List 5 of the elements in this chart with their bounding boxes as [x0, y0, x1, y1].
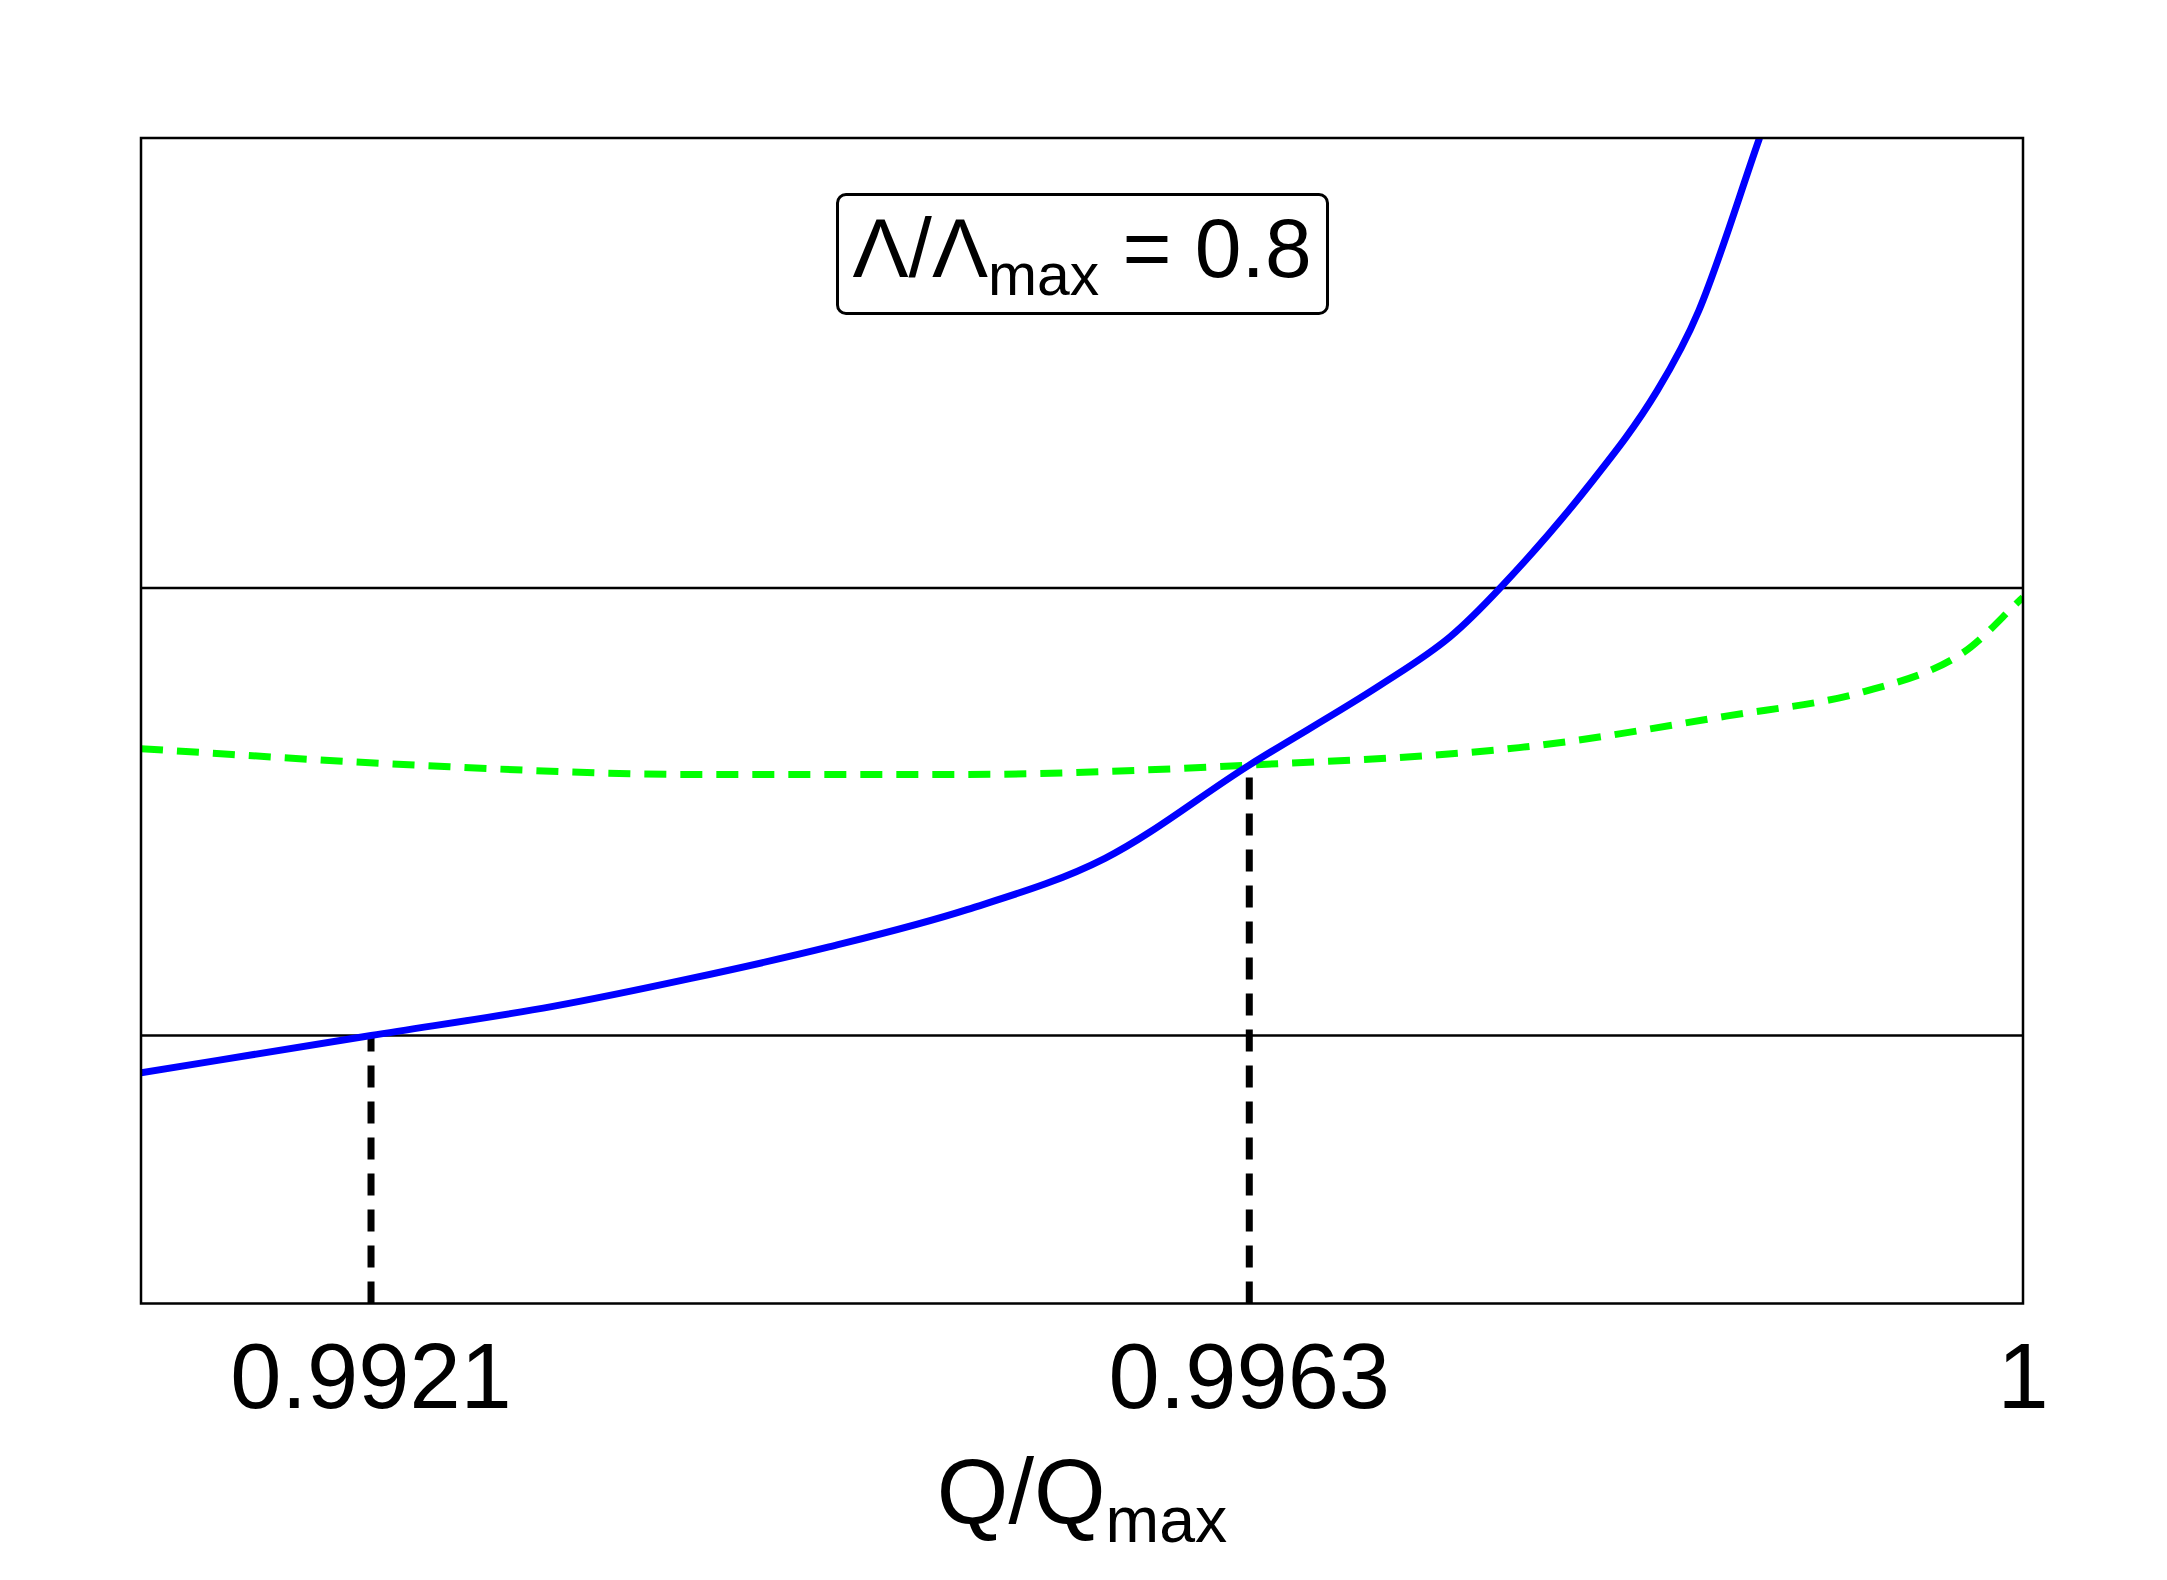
x-axis-title: Q/Q$_{max}$: [935, 1438, 1229, 1557]
x-tick-label: 1: [1997, 1325, 2049, 1428]
x-tick-label: 0.9921: [230, 1325, 512, 1428]
annotation: Λ/Λ$_{max}$ = 0.8: [835, 193, 1329, 315]
x-tick-label: 0.9963: [1108, 1325, 1390, 1428]
